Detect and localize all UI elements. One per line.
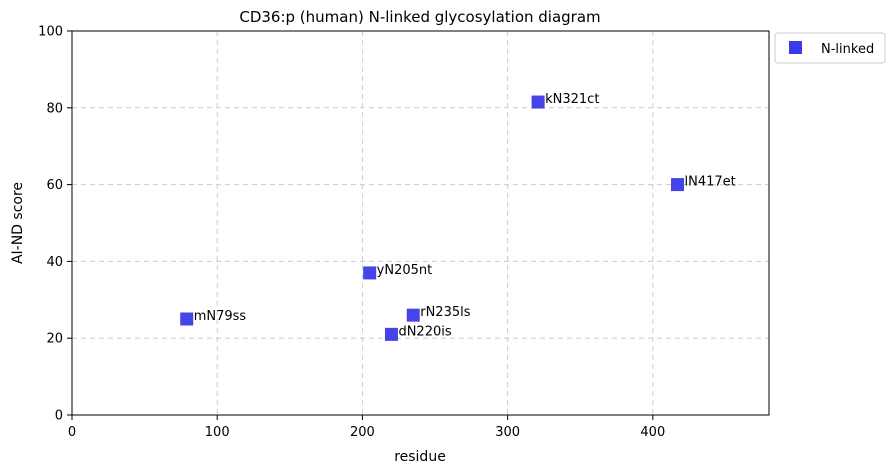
x-tick-label: 0 [68, 425, 76, 440]
y-tick-label: 80 [46, 101, 63, 116]
data-point [384, 327, 398, 341]
x-tick-label: 400 [640, 425, 665, 440]
x-tick-label: 300 [495, 425, 520, 440]
x-tick-label: 100 [205, 425, 230, 440]
data-point [406, 308, 420, 322]
grid-lines [72, 31, 769, 415]
data-points: mN79ss yN205nt dN220is rN235ls kN321ct lN417e… [180, 92, 736, 341]
y-axis-label: AI-ND score [10, 182, 26, 264]
data-point [363, 266, 377, 280]
legend-frame [774, 32, 886, 64]
x-tick-label: 200 [350, 425, 375, 440]
plot-area-frame [71, 30, 770, 416]
data-point-label: yN205nt [377, 263, 433, 278]
y-tick-label: 100 [38, 25, 63, 40]
data-point [531, 95, 545, 109]
axis-ticks: 0 100 200 300 400 0 20 40 60 80 100 [38, 25, 665, 441]
y-tick-label: 40 [46, 255, 63, 270]
y-tick-label: 0 [55, 409, 63, 424]
x-axis-label: residue [394, 449, 446, 465]
data-point [671, 178, 685, 192]
data-point-label: lN417et [685, 175, 736, 190]
legend: N-linked [774, 32, 886, 64]
data-point-label: rN235ls [420, 305, 470, 320]
legend-marker-n-linked [789, 41, 802, 54]
data-point-label: mN79ss [194, 309, 247, 324]
y-tick-label: 20 [46, 332, 63, 347]
data-point-label: dN220is [398, 324, 451, 339]
data-point-label: kN321ct [545, 92, 599, 107]
data-point [180, 312, 194, 326]
chart-title: CD36:p (human) N-linked glycosylation di… [239, 8, 600, 26]
y-tick-label: 60 [46, 178, 63, 193]
legend-label-n-linked: N-linked [821, 42, 874, 57]
